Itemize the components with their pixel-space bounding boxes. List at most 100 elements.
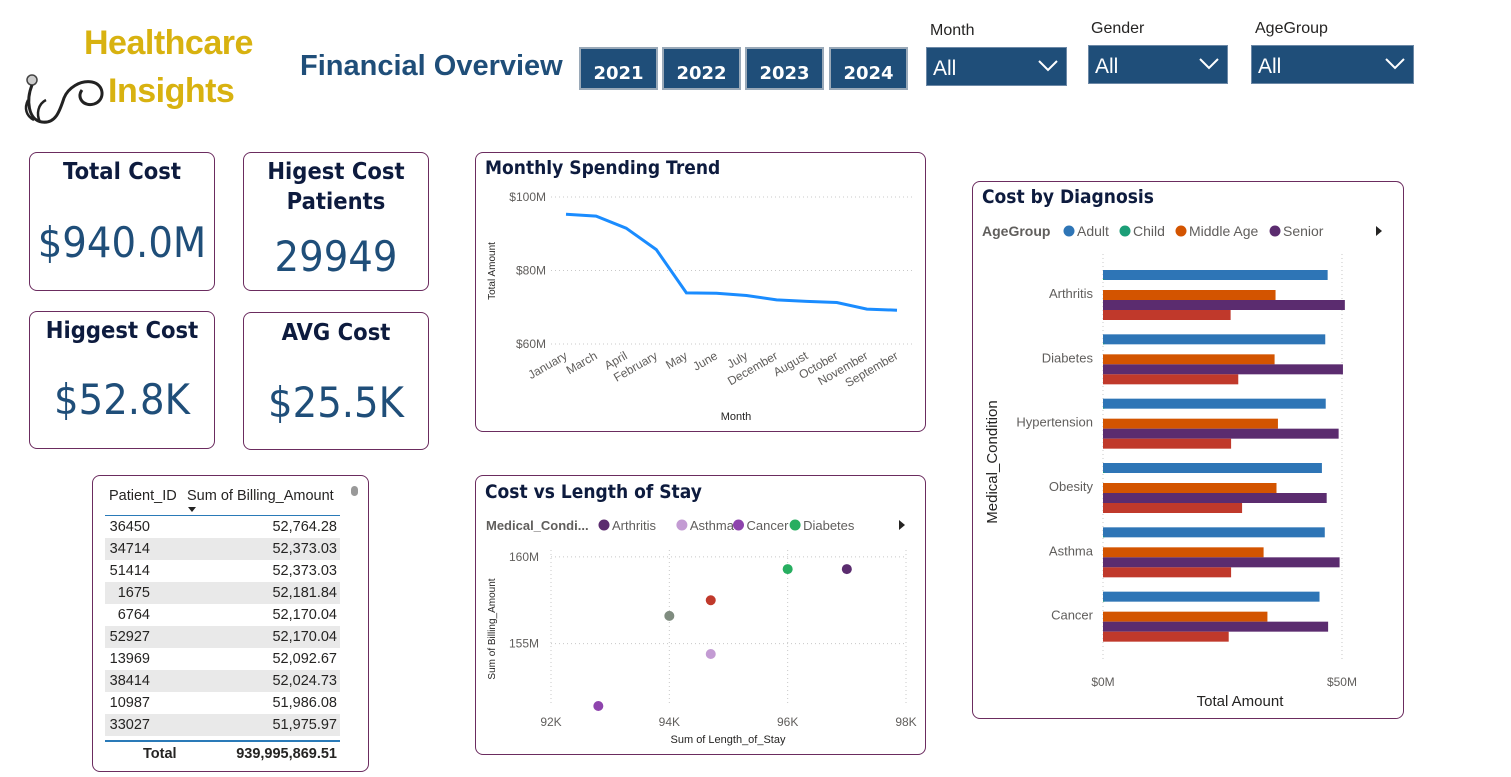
kpi-value: $25.5K xyxy=(268,378,404,427)
bar[interactable] xyxy=(1103,493,1327,503)
bar[interactable] xyxy=(1103,374,1239,385)
legend-next-icon[interactable] xyxy=(899,520,905,530)
cell-billing-amount: 51,975.97 xyxy=(272,717,337,733)
scatter-point[interactable] xyxy=(705,595,716,606)
y-tick-label: 155M xyxy=(509,637,539,651)
legend-marker[interactable] xyxy=(676,519,688,531)
bar[interactable] xyxy=(1103,364,1343,375)
table-header-patient-id[interactable]: Patient_ID xyxy=(109,488,177,504)
year-button-2022[interactable]: 2022 xyxy=(662,47,741,90)
scatter-point[interactable] xyxy=(593,701,604,711)
bar[interactable] xyxy=(1103,600,1105,602)
bar[interactable] xyxy=(1103,621,1329,632)
legend-title: Medical_Condi... xyxy=(486,518,589,533)
kpi-value: 29949 xyxy=(274,232,398,281)
legend-label[interactable]: Arthritis xyxy=(612,518,657,533)
table-row[interactable]: 34714 52,373.03 xyxy=(105,538,340,560)
legend-label[interactable]: Adult xyxy=(1077,223,1109,239)
scatter-point[interactable] xyxy=(664,610,675,621)
table-row[interactable]: 52927 52,170.04 xyxy=(105,626,340,648)
bar[interactable] xyxy=(1103,483,1277,493)
bar[interactable] xyxy=(1103,343,1105,345)
gender-slicer-label: Gender xyxy=(1091,20,1145,37)
bar[interactable] xyxy=(1103,279,1105,280)
y-tick-label: Cancer xyxy=(1051,608,1094,623)
legend-marker[interactable] xyxy=(598,519,610,531)
bar[interactable] xyxy=(1103,270,1328,280)
bar[interactable] xyxy=(1103,428,1339,439)
legend-title: AgeGroup xyxy=(982,223,1050,239)
chevron-down-icon xyxy=(1199,58,1219,70)
bar[interactable] xyxy=(1103,418,1278,429)
legend-label[interactable]: Child xyxy=(1133,223,1165,239)
cell-patient-id: 52927 xyxy=(109,629,150,645)
table-row[interactable]: 6764 52,170.04 xyxy=(105,604,340,626)
month-dropdown[interactable]: All xyxy=(926,47,1067,86)
bar[interactable] xyxy=(1103,310,1231,320)
bar[interactable] xyxy=(1103,463,1322,473)
legend-label[interactable]: Middle Age xyxy=(1189,223,1258,239)
table-row[interactable]: 36450 52,764.28 xyxy=(105,516,340,538)
table-row[interactable]: 10987 51,986.08 xyxy=(105,692,340,714)
kpi-title: AVG Cost xyxy=(281,320,391,346)
gender-dropdown[interactable]: All xyxy=(1088,45,1228,84)
bar[interactable] xyxy=(1103,527,1325,538)
y-tick-label: Obesity xyxy=(1049,479,1094,494)
agegroup-dropdown[interactable]: All xyxy=(1251,45,1414,84)
cell-billing-amount: 52,024.73 xyxy=(272,673,337,689)
legend-label[interactable]: Diabetes xyxy=(803,518,855,533)
bar[interactable] xyxy=(1103,631,1229,642)
y-tick-label: Arthritis xyxy=(1049,286,1094,301)
scrollbar-thumb[interactable] xyxy=(351,486,358,496)
legend-marker[interactable] xyxy=(1063,225,1075,237)
year-button-2021[interactable]: 2021 xyxy=(579,47,658,90)
logo: Healthcare Insights xyxy=(20,24,270,124)
legend-marker[interactable] xyxy=(1119,225,1131,237)
scatter-point[interactable] xyxy=(705,649,716,659)
legend-next-icon[interactable] xyxy=(1376,226,1382,236)
legend-label[interactable]: Asthma xyxy=(690,518,735,533)
x-tick-label: May xyxy=(663,348,690,371)
bar[interactable] xyxy=(1103,547,1264,558)
legend-label[interactable]: Senior xyxy=(1283,223,1324,239)
scatter-point[interactable] xyxy=(841,564,852,575)
bar[interactable] xyxy=(1103,334,1326,345)
stethoscope-icon xyxy=(24,74,104,124)
legend-marker[interactable] xyxy=(789,519,801,531)
legend-marker[interactable] xyxy=(1175,225,1187,237)
table-row[interactable]: 38414 52,024.73 xyxy=(105,670,340,692)
table-header-billing-amount[interactable]: Sum of Billing_Amount xyxy=(187,488,334,504)
bar[interactable] xyxy=(1103,354,1275,365)
bar[interactable] xyxy=(1103,591,1320,602)
legend-label[interactable]: Cancer xyxy=(747,518,790,533)
bar[interactable] xyxy=(1103,407,1105,409)
logo-line1: Healthcare xyxy=(84,24,253,62)
legend-marker[interactable] xyxy=(1269,225,1281,237)
x-axis-title: Month xyxy=(721,411,752,423)
table-row[interactable]: 51414 52,373.03 xyxy=(105,560,340,582)
bar[interactable] xyxy=(1103,438,1232,449)
year-button-2024[interactable]: 2024 xyxy=(829,47,908,90)
bar[interactable] xyxy=(1103,290,1276,300)
table-row[interactable]: 13969 52,092.67 xyxy=(105,648,340,670)
cell-patient-id: 34714 xyxy=(109,541,150,557)
bar[interactable] xyxy=(1103,300,1345,310)
legend-marker[interactable] xyxy=(733,519,744,531)
table-row[interactable]: 1675 52,181.84 xyxy=(105,582,340,604)
monthly-spending-trend-visual: Monthly Spending Trend $60M $80M $100M Janu… xyxy=(475,152,926,432)
cell-billing-amount: 52,373.03 xyxy=(272,563,337,579)
bar[interactable] xyxy=(1103,567,1232,578)
bar[interactable] xyxy=(1103,557,1340,568)
year-button-2023[interactable]: 2023 xyxy=(745,47,824,90)
scatter-point[interactable] xyxy=(782,564,793,575)
table-row[interactable]: 33027 51,975.97 xyxy=(105,714,340,736)
series-line[interactable] xyxy=(565,212,898,312)
cell-patient-id: 1675 xyxy=(117,585,150,601)
bar[interactable] xyxy=(1103,611,1268,622)
y-tick-label: Hypertension xyxy=(1016,415,1093,430)
bar[interactable] xyxy=(1103,503,1243,513)
cell-billing-amount: 52,764.28 xyxy=(272,519,337,535)
bar[interactable] xyxy=(1103,536,1105,538)
bar[interactable] xyxy=(1103,472,1105,473)
bar[interactable] xyxy=(1103,398,1326,409)
